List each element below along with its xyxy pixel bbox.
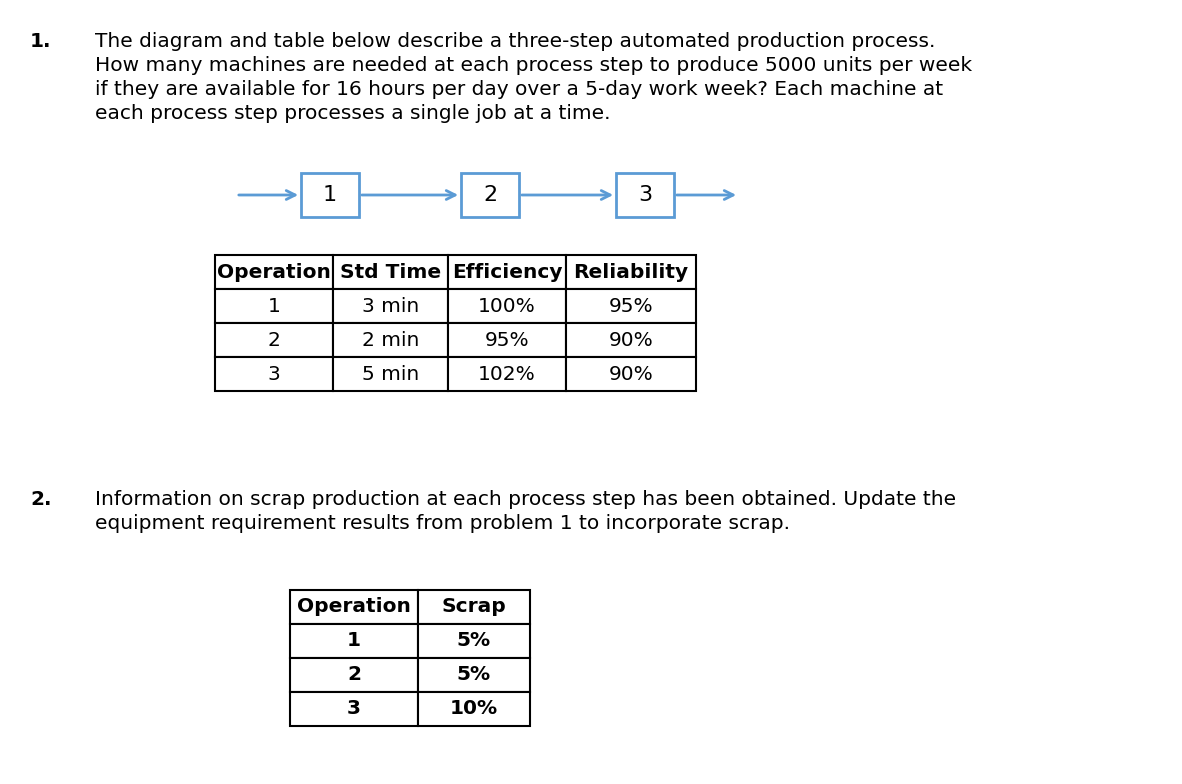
Text: 2: 2: [267, 331, 280, 350]
Text: 5%: 5%: [457, 666, 491, 684]
FancyBboxPatch shape: [616, 173, 674, 217]
Text: Reliability: Reliability: [573, 263, 689, 281]
Text: 90%: 90%: [609, 365, 654, 383]
Text: The diagram and table below describe a three-step automated production process.: The diagram and table below describe a t…: [95, 32, 935, 51]
Text: each process step processes a single job at a time.: each process step processes a single job…: [95, 104, 610, 123]
Text: 90%: 90%: [609, 331, 654, 350]
Text: How many machines are needed at each process step to produce 5000 units per week: How many machines are needed at each pro…: [95, 56, 972, 75]
Text: 3 min: 3 min: [362, 296, 420, 315]
Text: Operation: Operation: [297, 597, 411, 616]
Text: Information on scrap production at each process step has been obtained. Update t: Information on scrap production at each …: [95, 490, 956, 509]
Bar: [215, 289, 333, 323]
Text: 1.: 1.: [30, 32, 52, 51]
Bar: [290, 624, 418, 658]
Bar: [448, 255, 566, 289]
Text: 100%: 100%: [479, 296, 535, 315]
Bar: [333, 323, 448, 357]
Bar: [448, 289, 566, 323]
Bar: [418, 590, 530, 624]
Text: 2 min: 2 min: [362, 331, 420, 350]
Text: 3: 3: [348, 699, 361, 718]
Text: 5%: 5%: [457, 631, 491, 651]
Text: 2: 2: [348, 666, 361, 684]
Bar: [448, 357, 566, 391]
Bar: [566, 255, 696, 289]
Bar: [333, 357, 448, 391]
Text: if they are available for 16 hours per day over a 5-day work week? Each machine : if they are available for 16 hours per d…: [95, 80, 943, 99]
Text: 2.: 2.: [30, 490, 52, 509]
Bar: [290, 590, 418, 624]
Text: 5 min: 5 min: [362, 365, 420, 383]
Bar: [215, 255, 333, 289]
Bar: [566, 357, 696, 391]
Bar: [215, 357, 333, 391]
Bar: [566, 323, 696, 357]
Text: 2: 2: [483, 185, 498, 205]
Text: 95%: 95%: [609, 296, 654, 315]
Bar: [290, 692, 418, 726]
Bar: [448, 323, 566, 357]
Bar: [215, 323, 333, 357]
FancyBboxPatch shape: [301, 173, 359, 217]
Text: 1: 1: [348, 631, 361, 651]
Text: 95%: 95%: [485, 331, 530, 350]
Text: 1: 1: [323, 185, 337, 205]
Bar: [418, 658, 530, 692]
Bar: [418, 692, 530, 726]
Bar: [418, 624, 530, 658]
Text: Scrap: Scrap: [442, 597, 506, 616]
Text: 1: 1: [267, 296, 280, 315]
Text: 3: 3: [638, 185, 652, 205]
Text: Efficiency: Efficiency: [452, 263, 563, 281]
Bar: [290, 658, 418, 692]
Text: 102%: 102%: [479, 365, 535, 383]
Text: Std Time: Std Time: [340, 263, 441, 281]
Bar: [566, 289, 696, 323]
Text: equipment requirement results from problem 1 to incorporate scrap.: equipment requirement results from probl…: [95, 514, 790, 533]
FancyBboxPatch shape: [461, 173, 519, 217]
Bar: [333, 255, 448, 289]
Text: 3: 3: [267, 365, 280, 383]
Text: 10%: 10%: [450, 699, 498, 718]
Bar: [333, 289, 448, 323]
Text: Operation: Operation: [217, 263, 331, 281]
